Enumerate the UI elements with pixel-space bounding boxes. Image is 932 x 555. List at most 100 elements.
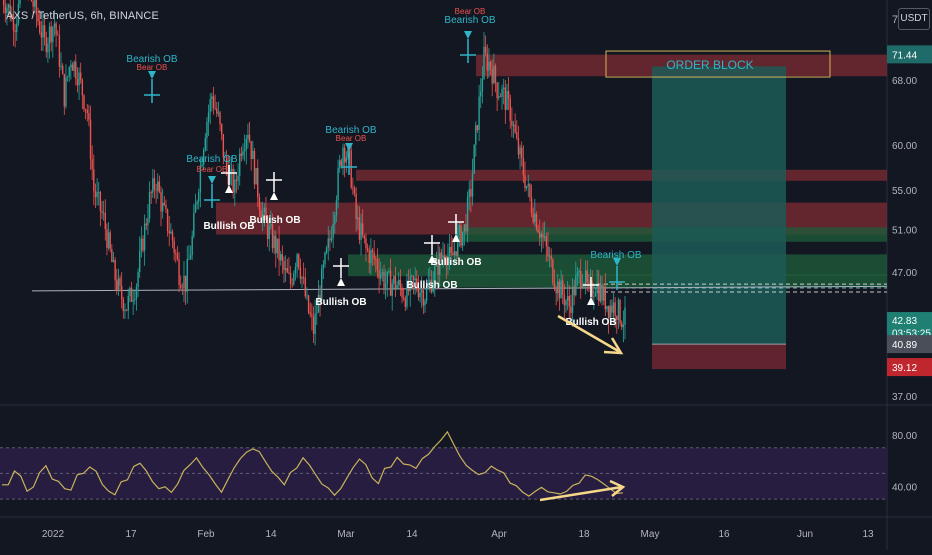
candle-body [291, 283, 293, 285]
candle-body [545, 236, 548, 247]
candle-body [514, 124, 516, 133]
candle-body [342, 147, 344, 166]
candle-body [384, 283, 387, 288]
candle-body [109, 232, 111, 250]
candle-body [463, 224, 466, 232]
candle-body [4, 5, 6, 14]
time-axis-label: 14 [406, 529, 418, 540]
candle-body [306, 295, 308, 297]
candle-body [311, 314, 313, 317]
candle-body [168, 231, 170, 234]
support-trendline [31, 285, 888, 292]
bearish-ob-label: Bearish OB [186, 154, 237, 165]
candle-body [537, 229, 539, 233]
candle-body [535, 213, 538, 230]
candle-body [591, 280, 593, 297]
candle-body [480, 91, 482, 97]
candle-body [275, 235, 277, 254]
candle-body [271, 224, 274, 249]
candle-body [207, 112, 210, 122]
candle-body [604, 286, 607, 310]
bearish-marker-triangle [208, 176, 216, 184]
order-block-box [605, 50, 831, 78]
time-axis-label: Jun [797, 529, 813, 540]
price-badge [887, 335, 932, 354]
candle-body [216, 108, 218, 114]
price-axis-tick: 55.00 [892, 186, 917, 197]
candle-body [152, 178, 154, 193]
candle-body [568, 296, 570, 307]
candle-body [606, 305, 608, 310]
candle-body [619, 299, 621, 324]
candle-body [301, 277, 303, 279]
order-block-label: ORDER BLOCK [666, 58, 753, 72]
candle-body [491, 68, 493, 84]
candle-body [419, 292, 421, 298]
candle-body [283, 261, 285, 271]
currency-badge[interactable]: USDT [898, 8, 930, 30]
candle-body [352, 187, 354, 189]
candle-body [298, 254, 300, 268]
candle-body [252, 150, 254, 159]
candle-body [189, 255, 192, 260]
candle-body [175, 252, 177, 254]
candle-body [263, 207, 266, 213]
candle-body [501, 88, 503, 97]
rsi-divergence-arrow [539, 485, 623, 502]
candle-body [616, 316, 618, 320]
candle-body [373, 252, 375, 259]
candle-body [16, 23, 18, 33]
candle-body [71, 64, 74, 71]
candle-body [211, 96, 213, 99]
candle-body [455, 251, 457, 257]
candle-body [401, 287, 403, 298]
candle-body [193, 212, 195, 237]
candle-body [209, 98, 211, 113]
rsi-line [2, 430, 624, 497]
candle-body [88, 113, 90, 120]
candle-body [489, 61, 492, 69]
candle-body [330, 237, 333, 241]
candle-body [414, 278, 416, 281]
candle-body [439, 252, 441, 275]
candle-body [202, 150, 205, 165]
symbol-title[interactable]: AXS / TetherUS, 6h, BINANCE [6, 10, 159, 22]
candle-body [66, 76, 69, 78]
candle-body [84, 109, 87, 110]
bullish-ob-label: Bullish OB [565, 317, 616, 328]
candle-body [232, 168, 234, 193]
candle-body [498, 96, 500, 99]
candle-body [593, 296, 595, 297]
candle-body [60, 65, 62, 67]
price-axis-tick: 68.00 [892, 76, 917, 87]
candle-body [470, 189, 472, 197]
candle-body [217, 112, 220, 114]
candle-body [370, 250, 372, 264]
candle-body [506, 91, 508, 110]
candle-body [443, 255, 446, 260]
candle-body [584, 270, 587, 285]
candle-body [12, 13, 15, 31]
candle-body [534, 213, 536, 223]
candle-body [452, 252, 454, 256]
candle-body [117, 278, 120, 290]
bear-ob-label: Bear OB [336, 134, 367, 143]
candle-body [478, 96, 480, 131]
price-axis-tick: 37.00 [892, 392, 917, 403]
candle-body [79, 72, 82, 80]
candle-body [50, 26, 52, 43]
candle-body [63, 74, 65, 107]
candle-body [201, 164, 203, 167]
candle-body [83, 95, 85, 110]
candle-body [488, 61, 490, 71]
candle-body [601, 284, 603, 301]
candle-body [266, 220, 269, 240]
candle-body [139, 250, 141, 272]
candle-body [512, 124, 515, 126]
time-axis-label: Feb [197, 529, 215, 540]
candle-body [329, 238, 331, 241]
candle-body [394, 276, 397, 289]
candle-body [320, 268, 323, 302]
